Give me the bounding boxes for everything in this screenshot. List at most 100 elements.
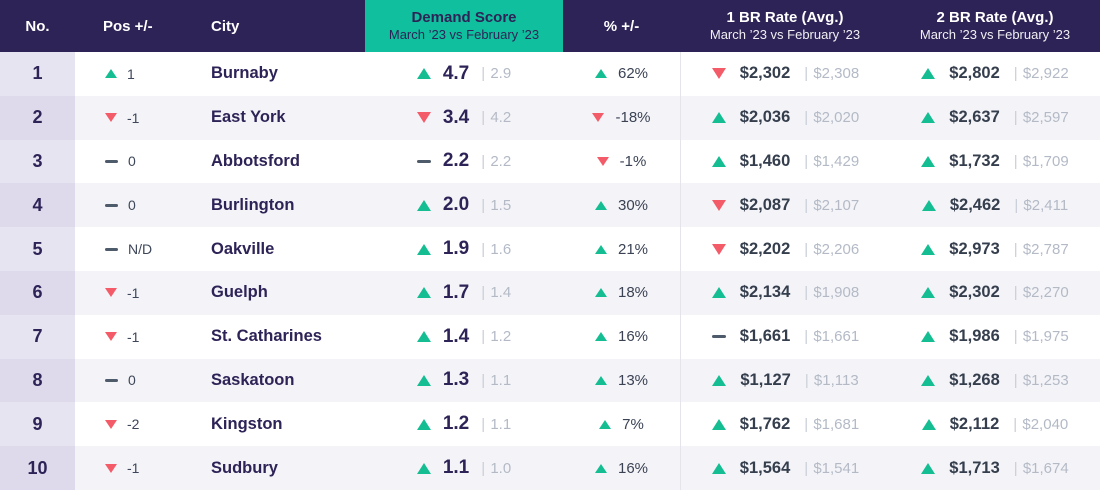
- 2br-rate-current: $2,462: [949, 195, 1001, 214]
- trend-up-icon: [711, 112, 726, 124]
- rank-number: 4: [32, 194, 43, 215]
- 1br-rate-current: $1,127: [740, 370, 791, 389]
- table-row: 9 -2 Kingston 1.2 1.1 7% $1,762 $1,681 $…: [0, 402, 1100, 447]
- trend-up-icon: [921, 199, 936, 211]
- 2br-rate-current: $2,802: [949, 64, 1000, 83]
- trend-up-icon: [416, 418, 431, 430]
- rank-number: 2: [32, 107, 43, 128]
- trend-up-icon: [594, 200, 607, 210]
- rank-number: 10: [27, 457, 48, 478]
- trend-up-icon: [594, 375, 607, 385]
- trend-up-icon: [416, 243, 431, 255]
- trend-up-icon: [711, 418, 726, 430]
- position-change-value: 0: [128, 153, 136, 170]
- trend-down-icon: [596, 156, 609, 166]
- 2br-rate-previous: $2,040: [1013, 416, 1068, 433]
- 2br-rate-current: $1,986: [949, 327, 1000, 346]
- no-change-icon: [416, 159, 431, 163]
- demand-score-current: 2.0: [442, 194, 470, 216]
- demand-score-previous: 1.5: [481, 197, 511, 214]
- city-name: Abbotsford: [211, 151, 300, 170]
- demand-score-previous: 1.0: [481, 460, 511, 477]
- header-2br-title: 2 BR Rate (Avg.): [936, 9, 1054, 26]
- table-row: 6 -1 Guelph 1.7 1.4 18% $2,134 $1,908 $2…: [0, 270, 1100, 315]
- percent-change-value: 30%: [617, 196, 649, 214]
- trend-up-icon: [416, 374, 431, 386]
- header-pos-change: Pos +/-: [103, 17, 153, 35]
- table-header-row: No. Pos +/- City Demand Score March ’23 …: [0, 0, 1100, 52]
- 1br-rate-previous: $2,206: [804, 241, 859, 258]
- trend-up-icon: [594, 463, 607, 473]
- trend-down-icon: [416, 112, 431, 124]
- trend-up-icon: [416, 199, 431, 211]
- 1br-rate-current: $1,564: [739, 458, 791, 477]
- position-change-value: 0: [128, 372, 136, 389]
- demand-score-previous: 4.2: [481, 109, 511, 126]
- city-name: Burnaby: [211, 64, 278, 83]
- header-2br-rate: 2 BR Rate (Avg.) March ’23 vs February ’…: [890, 0, 1100, 52]
- no-change-icon: [105, 247, 118, 251]
- demand-score-current: 2.2: [442, 150, 470, 172]
- position-change-value: -2: [127, 416, 140, 433]
- trend-up-icon: [594, 69, 607, 79]
- no-change-icon: [711, 335, 726, 339]
- trend-up-icon: [921, 68, 936, 80]
- 2br-rate-previous: $2,270: [1014, 284, 1069, 301]
- trend-down-icon: [592, 113, 605, 123]
- demand-score-current: 1.9: [442, 238, 470, 260]
- demand-score-current: 1.7: [442, 281, 470, 303]
- city-name: Burlington: [211, 195, 295, 214]
- trend-up-icon: [594, 244, 607, 254]
- city-name: St. Catharines: [211, 327, 322, 346]
- 1br-rate-previous: $1,429: [804, 153, 859, 170]
- no-change-icon: [105, 203, 118, 207]
- demand-score-previous: 1.6: [481, 241, 511, 258]
- position-change-value: 1: [127, 65, 135, 82]
- 1br-rate-previous: $2,308: [804, 65, 859, 82]
- 2br-rate-previous: $2,922: [1014, 65, 1069, 82]
- rank-number: 5: [32, 238, 43, 259]
- trend-up-icon: [921, 331, 936, 343]
- demand-score-current: 4.7: [442, 62, 470, 84]
- trend-down-icon: [711, 68, 726, 80]
- rank-number: 1: [32, 63, 43, 84]
- position-change-value: -1: [127, 328, 140, 345]
- 2br-rate-current: $1,713: [949, 458, 1000, 477]
- trend-up-icon: [921, 418, 936, 430]
- demand-score-previous: 2.2: [481, 153, 511, 170]
- trend-up-icon: [416, 287, 431, 299]
- header-demand-score: Demand Score March ’23 vs February ’23: [365, 0, 563, 52]
- 2br-rate-previous: $2,787: [1014, 241, 1069, 258]
- 1br-rate-current: $2,134: [739, 283, 791, 302]
- percent-change-value: 21%: [617, 240, 649, 258]
- table-row: 8 0 Saskatoon 1.3 1.1 13% $1,127 $1,113 …: [0, 358, 1100, 403]
- 2br-rate-current: $2,637: [949, 108, 1000, 127]
- city-name: East York: [211, 108, 286, 127]
- percent-change-value: -18%: [615, 109, 651, 127]
- 1br-rate-current: $2,087: [739, 195, 791, 214]
- table-row: 4 0 Burlington 2.0 1.5 30% $2,087 $2,107…: [0, 183, 1100, 228]
- position-change-value: N/D: [128, 241, 153, 258]
- header-percent-change: % +/-: [603, 17, 640, 35]
- trend-down-icon: [105, 288, 117, 298]
- rank-number: 3: [32, 150, 43, 171]
- position-change-value: -1: [127, 460, 140, 477]
- table-row: 1 1 Burnaby 4.7 2.9 62% $2,302 $2,308 $2…: [0, 52, 1100, 96]
- trend-up-icon: [921, 374, 936, 386]
- rank-number: 8: [32, 369, 43, 390]
- no-change-icon: [105, 378, 118, 382]
- 1br-rate-previous: $1,541: [804, 460, 859, 477]
- trend-up-icon: [921, 112, 936, 124]
- table-row: 2 -1 East York 3.4 4.2 -18% $2,036 $2,02…: [0, 95, 1100, 140]
- table-body: 1 1 Burnaby 4.7 2.9 62% $2,302 $2,308 $2…: [0, 52, 1100, 490]
- percent-change-value: 16%: [617, 328, 649, 346]
- percent-change-value: 62%: [617, 65, 649, 83]
- header-2br-subtitle: March ’23 vs February ’23: [919, 27, 1071, 42]
- 1br-rate-current: $1,661: [739, 327, 791, 346]
- 1br-rate-previous: $1,908: [804, 284, 859, 301]
- 1br-rate-current: $1,762: [739, 414, 791, 433]
- trend-down-icon: [105, 419, 117, 429]
- 1br-rate-previous: $1,681: [804, 416, 859, 433]
- 2br-rate-previous: $1,709: [1014, 153, 1069, 170]
- header-demand-subtitle: March ’23 vs February ’23: [388, 27, 540, 42]
